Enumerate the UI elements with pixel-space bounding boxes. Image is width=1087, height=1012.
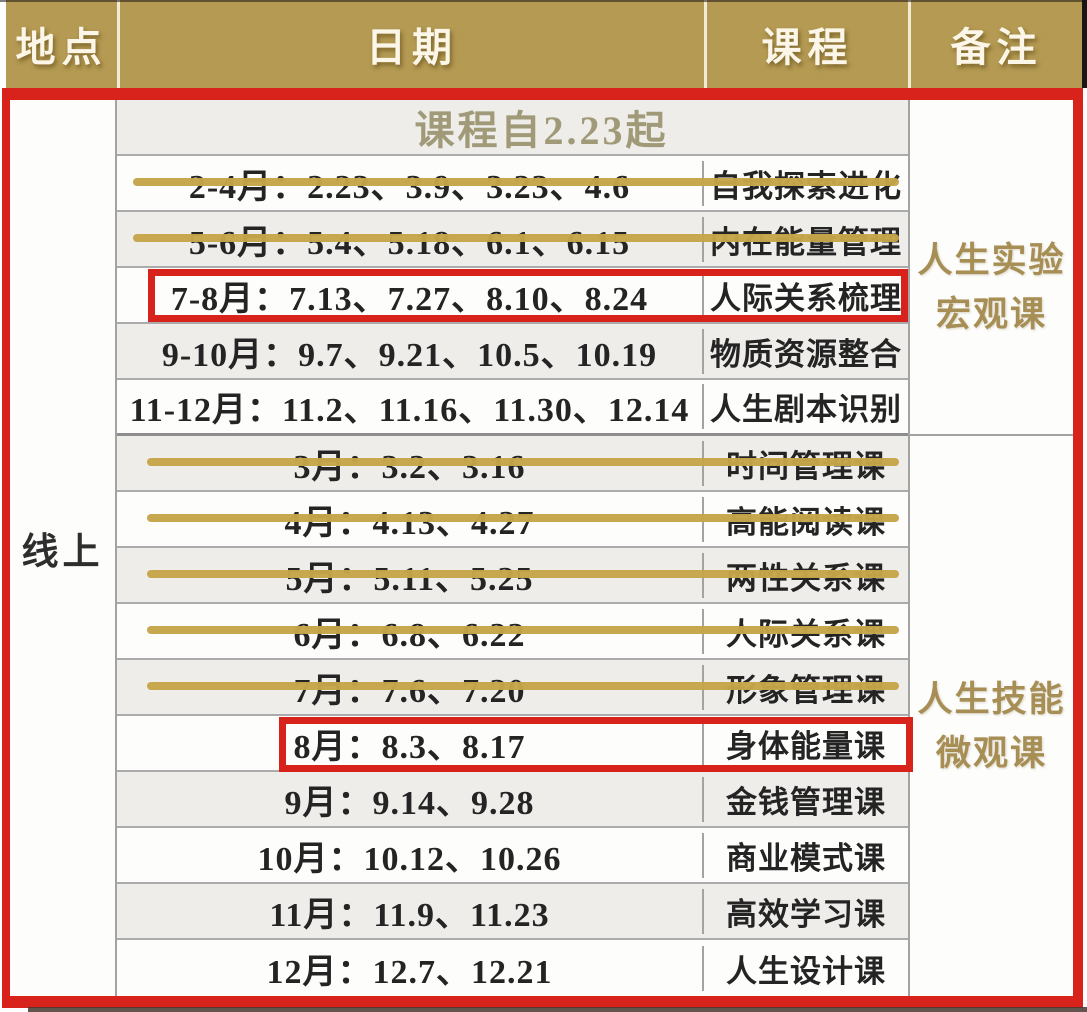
course-cell: 人生设计课: [702, 945, 908, 991]
banner-text: 课程自2.23起: [414, 108, 669, 153]
course-cell: 身体能量课: [702, 720, 908, 766]
note-micro-course: 人生技能 微观课: [910, 436, 1073, 996]
date-cell: 7-8月：7.13、7.27、8.10、8.24: [170, 280, 649, 318]
header-left-gap: [0, 0, 6, 88]
schedule-row: 11-12月：11.2、11.16、11.30、12.14 人生剧本识别: [117, 380, 908, 436]
date-cell: 5-6月：5.4、5.18、6.1、6.15: [188, 224, 631, 262]
schedule-row: 11月：11.9、11.23 高效学习课: [117, 884, 908, 940]
date-cell: 9月：9.14、9.28: [284, 784, 535, 822]
schedule-row: 7月：7.6、7.20 形象管理课: [117, 660, 908, 716]
photo-edge: [28, 1007, 1087, 1012]
schedule-row: 6月：6.8、6.22 人际关系课: [117, 604, 908, 660]
schedule-row: 12月：12.7、12.21 人生设计课: [117, 940, 908, 996]
course-cell: 人际关系课: [702, 608, 908, 654]
banner-row: 课程自2.23起: [117, 100, 908, 156]
red-frame: 线上 课程自2.23起 2-4月：2.23、3.9、3.23、4.6 自我探索进…: [2, 88, 1083, 1008]
schedule-row: 9月：9.14、9.28 金钱管理课: [117, 772, 908, 828]
course-cell: 自我探索进化: [702, 160, 908, 206]
photo-edge: [0, 0, 1087, 2]
course-cell: 金钱管理课: [702, 776, 908, 822]
schedule-row: 7-8月：7.13、7.27、8.10、8.24 人际关系梳理: [117, 268, 908, 324]
course-cell: 物质资源整合: [702, 328, 908, 374]
notes-column: 人生实验 宏观课 人生技能 微观课: [908, 100, 1073, 996]
schedule-row: 3月：3.2、3.16 时间管理课: [117, 436, 908, 492]
date-cell: 11-12月：11.2、11.16、11.30、12.14: [129, 392, 690, 429]
header-divider: [117, 0, 120, 88]
header-divider: [704, 0, 707, 88]
header-course: 课程: [707, 0, 908, 88]
course-cell: 高效学习课: [702, 888, 908, 934]
header-divider: [908, 0, 911, 88]
photo-edge: [1082, 0, 1087, 88]
schedule-row: 9-10月：9.7、9.21、10.5、10.19 物质资源整合: [117, 324, 908, 380]
course-cell: 两性关系课: [702, 552, 908, 598]
schedule-row: 5-6月：5.4、5.18、6.1、6.15 内在能量管理: [117, 212, 908, 268]
table-header: 地点 日期 课程 备注: [0, 0, 1087, 88]
date-cell: 4月：4.13、4.27: [284, 504, 535, 542]
schedule-row: 2-4月：2.23、3.9、3.23、4.6 自我探索进化: [117, 156, 908, 212]
note-macro-course: 人生实验 宏观课: [910, 100, 1073, 436]
schedule-row: 10月：10.12、10.26 商业模式课: [117, 828, 908, 884]
date-cell: 5月：5.11、5.25: [285, 560, 534, 598]
date-cell: 12月：12.7、12.21: [266, 953, 553, 991]
course-cell: 商业模式课: [702, 832, 908, 878]
schedule-row: 4月：4.13、4.27 高能阅读课: [117, 492, 908, 548]
course-cell: 人际关系梳理: [702, 272, 908, 318]
schedule-rows: 课程自2.23起 2-4月：2.23、3.9、3.23、4.6 自我探索进化 5…: [117, 100, 908, 996]
header-location: 地点: [6, 0, 117, 88]
note-line: 人生技能: [917, 679, 1066, 719]
date-cell: 10月：10.12、10.26: [257, 840, 562, 878]
course-cell: 内在能量管理: [702, 216, 908, 262]
date-cell: 7月：7.6、7.20: [293, 672, 526, 710]
note-line: 人生实验: [917, 240, 1066, 280]
date-cell: 9-10月：9.7、9.21、10.5、10.19: [161, 336, 658, 374]
date-cell: 11月：11.9、11.23: [269, 896, 550, 934]
header-date: 日期: [120, 0, 704, 88]
location-cell: 线上: [10, 100, 117, 996]
header-note: 备注: [911, 0, 1082, 88]
note-line: 宏观课: [935, 295, 1047, 334]
date-cell: 3月：3.2、3.16: [293, 448, 526, 486]
location-label: 线上: [21, 532, 104, 573]
date-cell: 2-4月：2.23、3.9、3.23、4.6: [188, 168, 631, 206]
schedule-row: 8月：8.3、8.17 身体能量课: [117, 716, 908, 772]
date-cell: 6月：6.8、6.22: [293, 616, 526, 654]
schedule-row: 5月：5.11、5.25 两性关系课: [117, 548, 908, 604]
course-cell: 形象管理课: [702, 664, 908, 710]
note-line: 微观课: [935, 734, 1047, 773]
course-cell: 人生剧本识别: [702, 384, 908, 429]
date-cell: 8月：8.3、8.17: [293, 728, 526, 766]
course-cell: 高能阅读课: [702, 496, 908, 542]
course-cell: 时间管理课: [702, 440, 908, 486]
